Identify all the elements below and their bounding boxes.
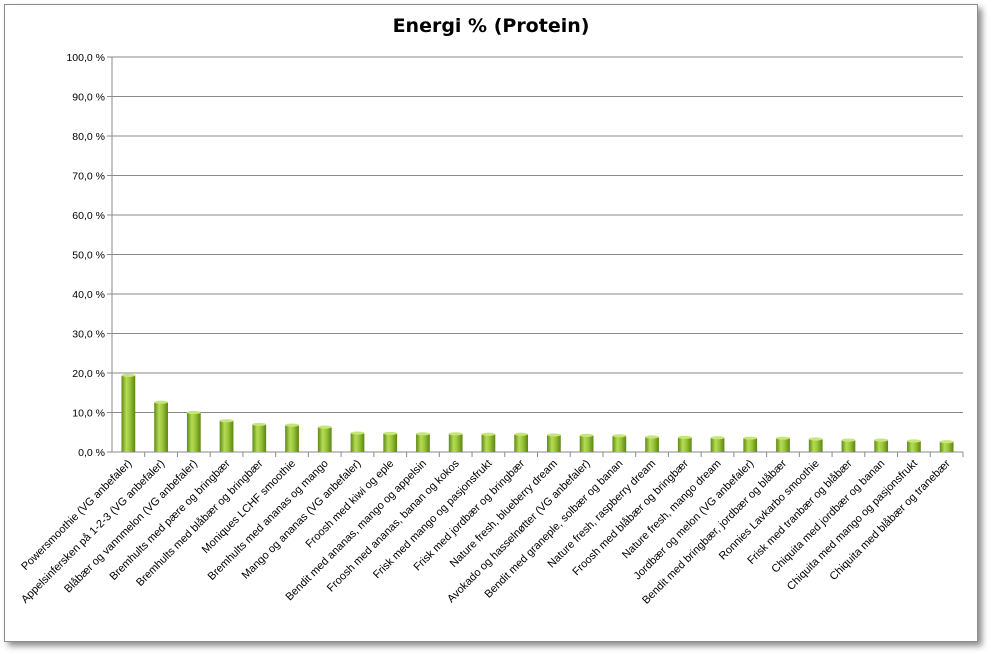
bar [383,433,398,452]
bar [416,433,430,452]
bar-top [743,436,758,440]
y-tick-label: 70,0 % [72,171,105,183]
bar [579,435,594,452]
y-tick-label: 80,0 % [72,131,105,143]
bar-top [448,432,463,436]
bar-top [677,435,692,439]
bar-top [350,431,365,435]
bar [677,437,692,452]
y-tick-label: 30,0 % [72,329,105,341]
bar [481,434,496,452]
chart-svg: 0,0 % 10,0 % 20,0 % 30,0 % 40,0 % 50,0 % 60,0 … [19,52,964,607]
bar [546,435,561,452]
bar [874,440,889,452]
bar-top [776,436,790,440]
bar [645,436,659,452]
bar [186,412,201,452]
bar [285,425,299,452]
bar-top [186,410,201,415]
bar-top [154,400,168,404]
x-category-label: Blåbær og vannmelon (VG anbefaler) [62,458,200,596]
bar-top [121,373,136,377]
bar-top [317,425,332,429]
y-tick-label: 20,0 % [72,368,105,380]
bar [154,402,168,452]
bar-top [514,432,529,436]
bar [514,434,529,452]
bar [907,440,921,452]
y-tick-label: 0,0 % [78,447,105,459]
bar [776,438,790,452]
bar-top [252,422,267,426]
bar-top [383,431,398,436]
bar-top [808,437,823,441]
bar [219,420,234,452]
bar-top [579,433,594,438]
x-category-label: Mango og ananas (VG anbefaler) [240,458,364,582]
bar [808,438,823,452]
bar-top [481,432,496,436]
x-category-label: Chiquita med blåbær og tranebær [828,457,953,582]
axes [107,56,964,457]
bar-top [219,419,234,423]
bar-top [939,440,954,444]
bar-top [907,439,921,443]
bar [350,433,365,452]
bar [448,433,463,452]
bars [121,373,954,452]
bar [939,441,954,452]
x-category-label: Bremhults med ananas og mango [206,458,331,583]
bar [710,437,725,452]
bar [121,375,136,452]
bar [612,435,627,452]
bar [743,438,758,452]
x-category-label: Frisk med mango og pasjonsfrukt [371,458,494,581]
bar-top [546,433,561,437]
chart-title: Energi % (Protein) [392,15,590,37]
bar-top [841,438,856,442]
chart-frame: Energi % (Protein) 0,0 % 10,0 % 20,0 % 30,0… [4,4,978,642]
y-tick-label: 50,0 % [72,250,105,262]
y-tick-label: 40,0 % [72,289,105,301]
labels: 0,0 % 10,0 % 20,0 % 30,0 % 40,0 % 50,0 % 60,0 … [19,52,953,607]
x-category-label: Bremhults med pære og bringbær [107,457,232,582]
bar-top [874,438,889,442]
y-tick-label: 90,0 % [72,92,105,104]
y-tick-label: 10,0 % [72,408,105,420]
bar [252,424,267,452]
bar-top [612,434,627,438]
bar [841,440,856,452]
y-tick-label: 60,0 % [72,210,105,222]
bar-top [285,423,299,427]
gridlines [112,56,963,413]
x-category-label: Jordbær og melon (VG anbefaler) [632,458,757,583]
bar-top [416,432,430,436]
bar-top [645,435,659,439]
bar-top [710,436,725,440]
bar [317,427,332,452]
y-tick-label: 100,0 % [66,52,105,64]
